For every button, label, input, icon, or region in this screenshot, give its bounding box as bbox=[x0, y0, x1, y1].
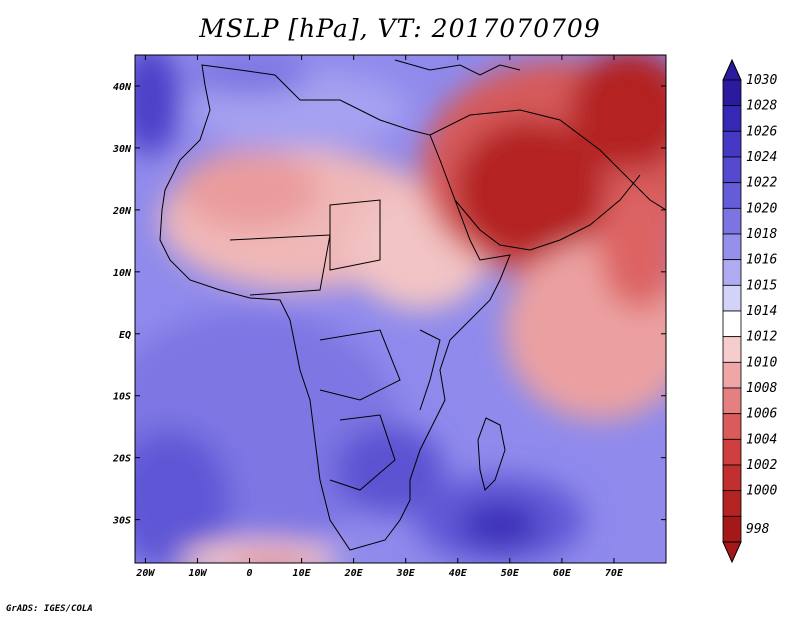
colorbar-label: 1030 bbox=[746, 73, 777, 88]
lat-tick-label: 30N bbox=[112, 144, 132, 155]
colorbar-swatch bbox=[722, 438, 742, 466]
lat-tick-label: 10S bbox=[113, 392, 131, 403]
colorbar-swatch bbox=[722, 336, 742, 363]
colorbar-swatch bbox=[722, 105, 742, 132]
colorbar-swatch bbox=[722, 233, 742, 261]
map-frame bbox=[134, 54, 667, 564]
colorbar-swatch bbox=[722, 464, 742, 492]
colorbar-swatch bbox=[722, 207, 742, 235]
lon-tick-label: 10E bbox=[293, 568, 312, 579]
lat-tick-label: 20S bbox=[112, 454, 131, 465]
colorbar-label: 1022 bbox=[746, 176, 777, 191]
lon-tick-label: 30E bbox=[396, 568, 416, 579]
colorbar-swatch bbox=[722, 361, 742, 389]
colorbar-swatch bbox=[722, 259, 742, 286]
colorbar-label: 1018 bbox=[746, 227, 777, 242]
colorbar-top-arrow bbox=[722, 58, 742, 81]
lon-tick-label: 40E bbox=[449, 568, 468, 579]
lat-tick-label: 10N bbox=[113, 268, 132, 279]
lat-tick-label: EQ bbox=[119, 330, 131, 341]
colorbar-bottom-arrow bbox=[722, 541, 742, 564]
colorbar-swatch bbox=[722, 490, 742, 517]
colorbar-label: 1008 bbox=[746, 381, 777, 396]
colorbar-label: 1012 bbox=[746, 330, 777, 345]
lat-tick-label: 30S bbox=[112, 516, 131, 527]
colorbar-label: 1014 bbox=[746, 304, 777, 319]
colorbar-label: 1020 bbox=[746, 201, 777, 216]
lon-tick-label: 10W bbox=[188, 568, 207, 579]
lon-tick-label: 20W bbox=[135, 568, 155, 579]
colorbar-swatch bbox=[722, 79, 742, 107]
colorbar-label: 1016 bbox=[746, 253, 777, 268]
lat-tick-label: 40N bbox=[113, 82, 132, 93]
lon-tick-label: 60E bbox=[553, 568, 572, 579]
colorbar-label: 1026 bbox=[746, 124, 777, 139]
colorbar: 1030 1028 1026 1024 1022 1020 1018 1016 1015 1014… bbox=[722, 58, 777, 564]
colorbar-label: 1000 bbox=[746, 484, 777, 499]
colorbar-label: 1004 bbox=[746, 432, 777, 447]
lat-tick-label: 20N bbox=[112, 206, 132, 217]
colorbar-label: 998 bbox=[746, 522, 770, 537]
colorbar-swatch bbox=[722, 387, 742, 415]
colorbar-label: 1002 bbox=[746, 458, 777, 473]
colorbar-swatch bbox=[722, 182, 742, 209]
colorbar-label: 1010 bbox=[746, 355, 777, 370]
colorbar-swatch bbox=[722, 130, 742, 158]
lon-tick-label: 0 bbox=[247, 568, 253, 579]
colorbar-swatch bbox=[722, 515, 742, 543]
map-title: MSLP [hPa], VT: 2017070709 bbox=[199, 14, 601, 43]
lon-tick-label: 70E bbox=[605, 568, 624, 579]
credit-label: GrADS: IGES/COLA bbox=[6, 604, 93, 614]
colorbar-label: 1024 bbox=[746, 150, 777, 165]
colorbar-swatch bbox=[722, 156, 742, 184]
latitude-axis: 40N 30N 20N 10N EQ 10S 20S 30S bbox=[112, 82, 666, 527]
lon-tick-label: 20E bbox=[344, 568, 364, 579]
colorbar-swatch bbox=[722, 413, 742, 440]
longitude-axis: 20W 10W 0 10E 20E 30E 40E 50E 60E 70E bbox=[135, 55, 624, 579]
coastlines bbox=[159, 59, 666, 551]
colorbar-label: 1028 bbox=[746, 99, 777, 114]
colorbar-swatch bbox=[722, 310, 742, 338]
pressure-field bbox=[135, 55, 666, 563]
colorbar-label: 1015 bbox=[746, 278, 777, 293]
colorbar-label: 1006 bbox=[746, 407, 777, 422]
colorbar-swatch bbox=[722, 284, 742, 312]
lon-tick-label: 50E bbox=[501, 568, 520, 579]
